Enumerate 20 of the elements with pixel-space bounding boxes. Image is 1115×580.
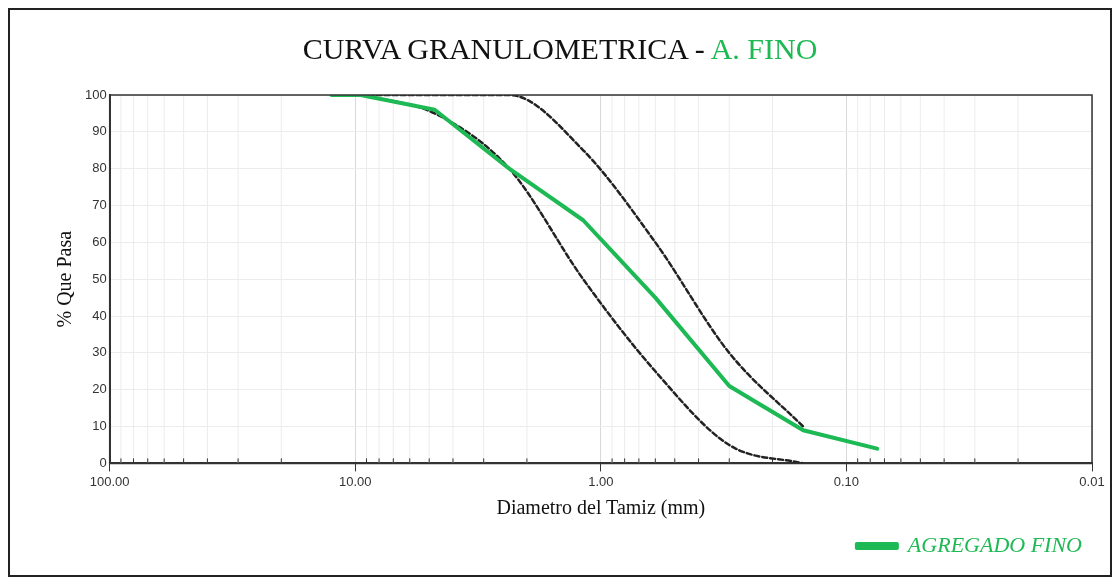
y-tick-label: 90 — [92, 123, 107, 139]
y-tick-label: 50 — [92, 270, 107, 286]
y-tick-label: 100 — [84, 86, 107, 102]
y-axis-title: % Que Pasa — [53, 230, 76, 328]
chart-title: CURVA GRANULOMETRICA - A. FINO — [301, 32, 819, 66]
x-tick-label: 100.00 — [89, 473, 130, 489]
y-tick-label: 30 — [92, 344, 107, 360]
x-axis-title: Diametro del Tamiz (mm) — [496, 496, 706, 520]
legend-label: AGREGADO FINO — [905, 531, 1083, 557]
x-tick-label: 0.01 — [1079, 473, 1105, 489]
y-tick-label: 40 — [92, 307, 107, 323]
x-tick-label: 10.00 — [338, 473, 372, 489]
y-tick-label: 20 — [92, 381, 107, 397]
y-tick-label: 60 — [92, 233, 107, 249]
y-tick-label: 0 — [99, 454, 107, 470]
y-tick-label: 70 — [92, 197, 107, 213]
y-tick-label: 10 — [92, 418, 107, 434]
x-tick-label: 1.00 — [588, 473, 614, 489]
x-tick-label: 0.10 — [833, 473, 860, 489]
y-tick-label: 80 — [92, 160, 107, 176]
